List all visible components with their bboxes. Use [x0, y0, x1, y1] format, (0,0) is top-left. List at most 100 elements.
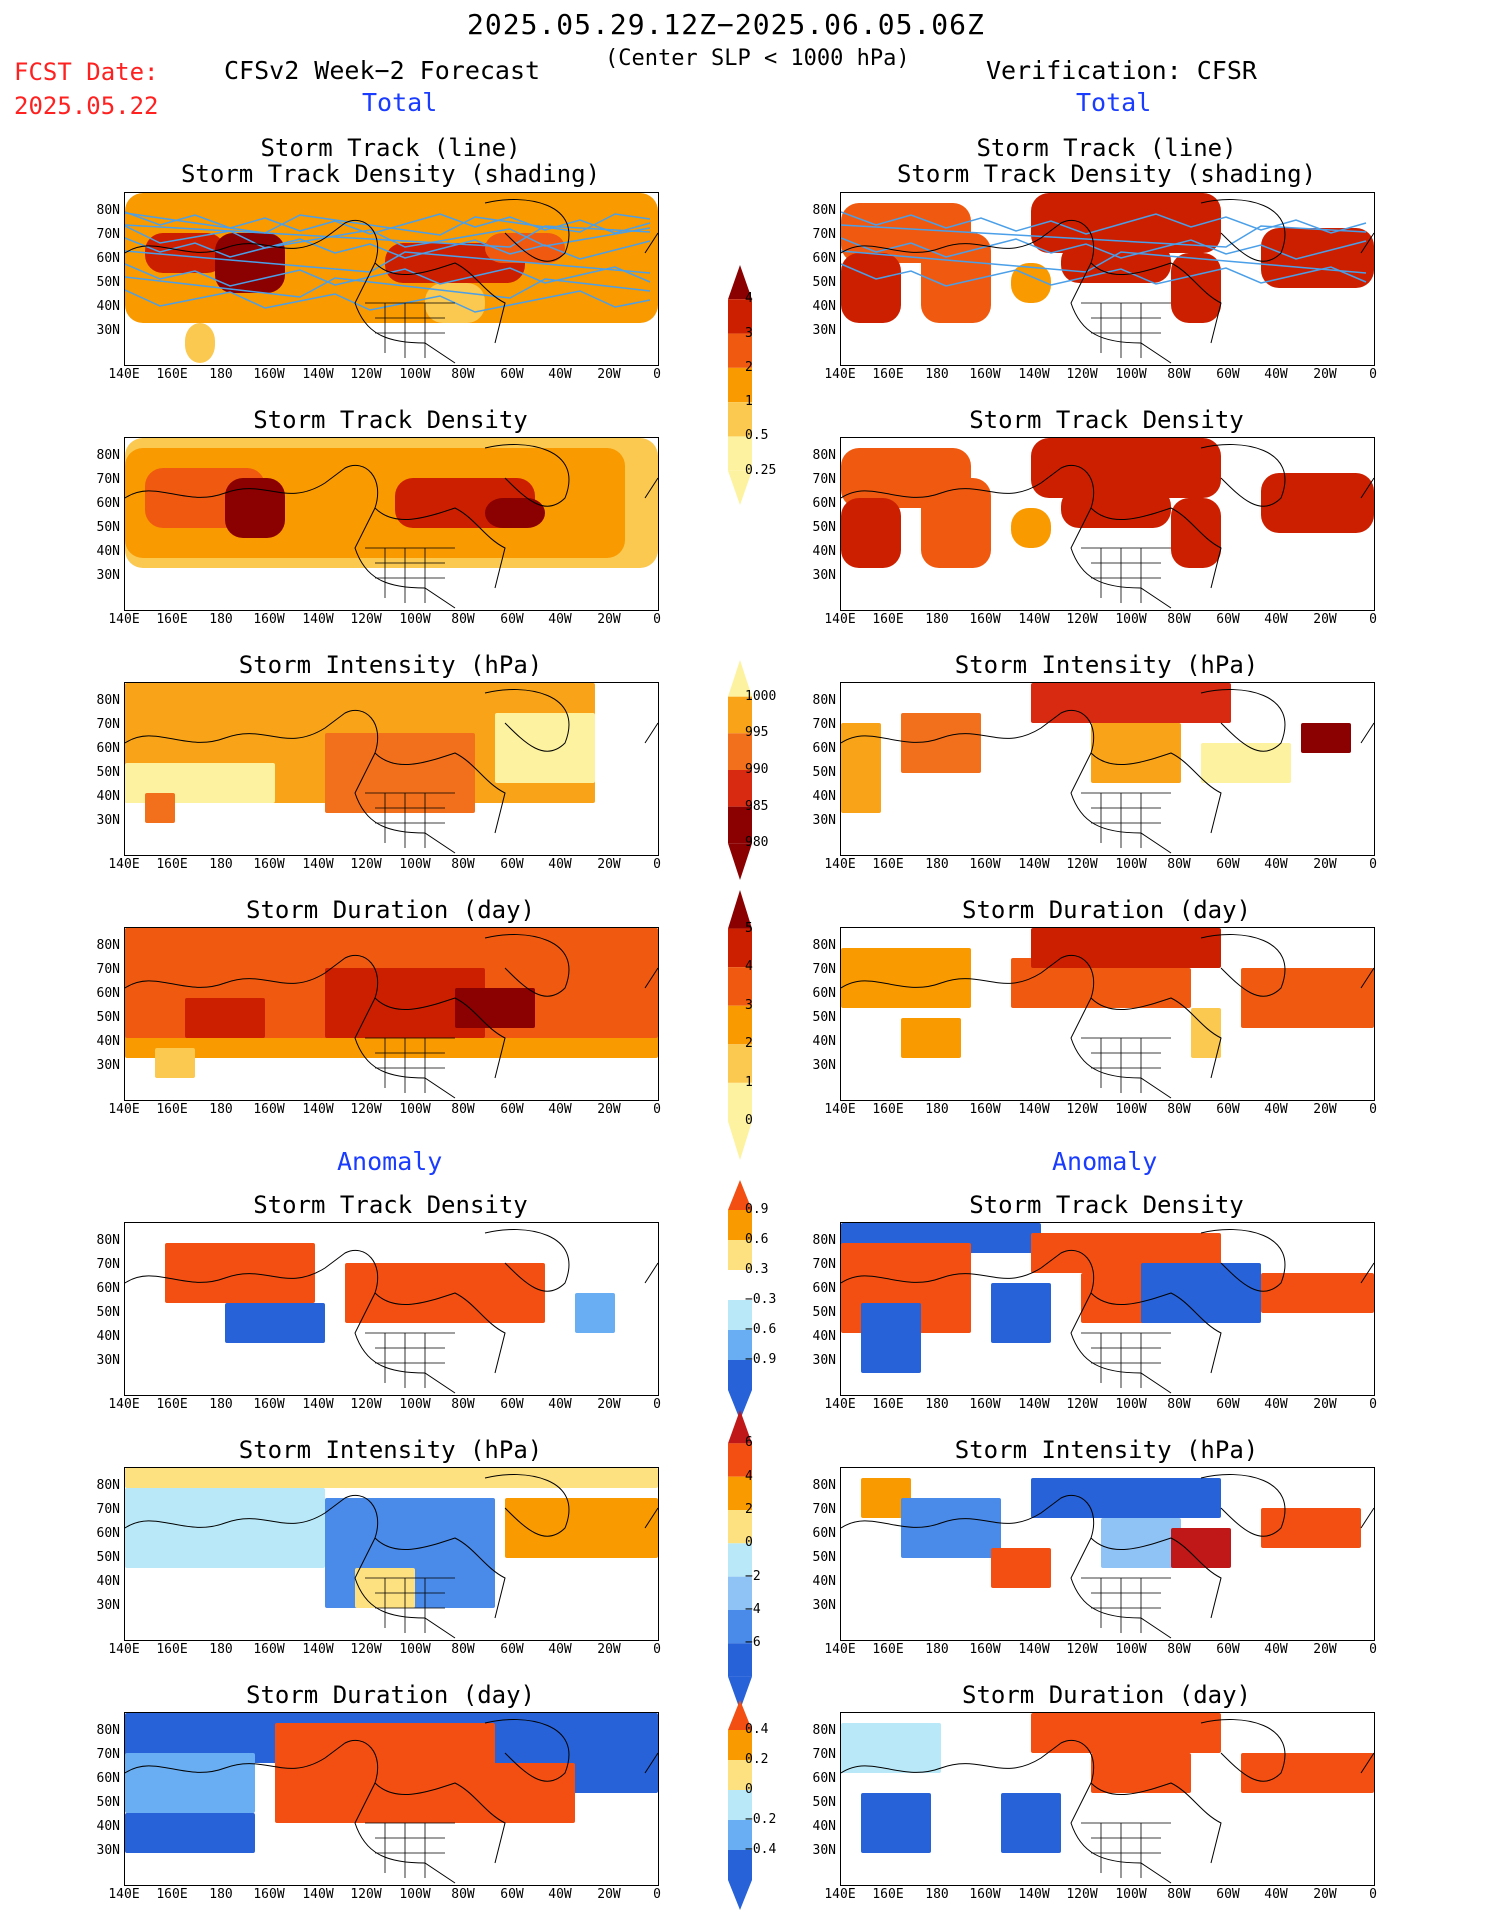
colorbar-segment [728, 299, 752, 334]
intensity_anom-colorbar-label: −2 [745, 1568, 761, 1584]
intensity_anom-colorbar-label: −6 [745, 1635, 761, 1651]
verification-title: Verification: CFSR [986, 56, 1257, 85]
intensity_anom-colorbar-label: −4 [745, 1602, 761, 1617]
duration_anom-colorbar-label: 0 [745, 1782, 753, 1797]
colorbar-segment [728, 1005, 752, 1045]
forecast-duration-title-1: Storm Duration (day) [246, 896, 535, 924]
shade-region [861, 1793, 931, 1853]
lon-tick: 140W [302, 857, 334, 872]
lat-tick: 80N [812, 938, 836, 953]
lat-tick: 70N [812, 472, 836, 487]
shade-region [125, 1753, 255, 1813]
forecast-density-title-1: Storm Track Density [253, 406, 528, 434]
lon-tick: 180 [925, 1397, 949, 1412]
lon-tick: 100W [1115, 1642, 1147, 1657]
intensity_anom-colorbar-label: 0 [745, 1535, 753, 1551]
shade-region [991, 1283, 1051, 1343]
shade-region [145, 233, 225, 273]
lon-tick: 60W [1216, 367, 1240, 382]
duration_anom-colorbar-label: 0.4 [745, 1722, 769, 1737]
lat-tick: 50N [812, 1305, 836, 1320]
shade-region [1091, 723, 1181, 783]
coastline [841, 444, 1374, 609]
duration-colorbar-label: 5 [745, 920, 753, 936]
lat-tick: 50N [812, 275, 836, 290]
lon-tick: 20W [597, 612, 621, 627]
condition-subtitle: (Center SLP < 1000 hPa) [605, 46, 910, 71]
lat-tick: 60N [96, 1281, 120, 1296]
colorbar-segment [728, 1510, 752, 1544]
lat-tick: 80N [96, 938, 120, 953]
verification-track-map [840, 192, 1375, 366]
lon-tick: 160W [969, 857, 1001, 872]
lon-tick: 140E [108, 857, 140, 872]
lat-tick: 40N [812, 299, 836, 314]
lon-tick: 20W [1313, 1642, 1337, 1657]
lon-tick: 120W [1066, 1642, 1098, 1657]
lon-tick: 140W [1018, 857, 1050, 872]
storm-track-line [125, 225, 651, 249]
state-borders [1081, 547, 1171, 603]
lon-tick: 0 [1369, 612, 1377, 627]
lon-tick: 80W [1167, 1642, 1191, 1657]
verification-duration_anom-svg [841, 1713, 1374, 1884]
lat-tick: 60N [96, 496, 120, 511]
lat-tick: 70N [96, 227, 120, 242]
density_anom-colorbar-label: 0.3 [745, 1262, 769, 1277]
lon-tick: 60W [1216, 1102, 1240, 1117]
shade-region [1061, 243, 1171, 283]
lat-tick: 80N [96, 1233, 120, 1248]
colorbar-segment [728, 733, 752, 770]
lon-tick: 80W [451, 1397, 475, 1412]
verification-duration-svg [841, 928, 1374, 1099]
colorbar-segment [728, 436, 752, 471]
shade-region [1261, 473, 1374, 533]
shade-region [1191, 1008, 1221, 1058]
lon-tick: 100W [399, 1102, 431, 1117]
lon-tick: 60W [1216, 1397, 1240, 1412]
lat-tick: 40N [96, 1819, 120, 1834]
coastline [841, 1229, 1374, 1394]
shade-region [901, 1498, 1001, 1558]
lon-tick: 0 [1369, 1642, 1377, 1657]
lon-tick: 20W [597, 367, 621, 382]
colorbar-segment [728, 1044, 752, 1083]
density-colorbar-label: 0.25 [745, 462, 777, 478]
lon-tick: 140W [302, 367, 334, 382]
shade-region [345, 1263, 545, 1323]
storm-track-line [841, 237, 1367, 260]
colorbar-segment [728, 928, 752, 968]
duration_anom-colorbar [728, 1700, 752, 1910]
lon-tick: 100W [1115, 857, 1147, 872]
shade-region [991, 1548, 1051, 1588]
shade-region [1241, 1753, 1374, 1793]
lon-tick: 80W [451, 857, 475, 872]
coastline [841, 934, 1374, 1099]
lon-tick: 140W [302, 1642, 334, 1657]
lat-tick: 60N [812, 741, 836, 756]
shade-region [841, 1723, 941, 1773]
verification-density_anom-title-1: Storm Track Density [969, 1191, 1244, 1219]
colorbar-segment [728, 806, 752, 844]
lon-tick: 60W [500, 1887, 524, 1902]
lon-tick: 0 [653, 367, 661, 382]
lon-tick: 80W [1167, 857, 1191, 872]
lon-tick: 0 [1369, 1397, 1377, 1412]
lat-tick: 60N [96, 986, 120, 1001]
lon-tick: 20W [1313, 367, 1337, 382]
lon-tick: 140W [1018, 1102, 1050, 1117]
lat-tick: 80N [812, 1478, 836, 1493]
state-borders [365, 792, 455, 848]
lon-tick: 80W [451, 367, 475, 382]
lat-tick: 80N [96, 693, 120, 708]
duration_anom-colorbar-label: −0.4 [745, 1842, 777, 1857]
lon-tick: 120W [350, 1887, 382, 1902]
lon-tick: 180 [925, 367, 949, 382]
shade-region [1261, 1273, 1374, 1313]
lon-tick: 140W [1018, 1887, 1050, 1902]
colorbar-segment [728, 696, 752, 734]
intensity-colorbar-label: 995 [745, 725, 769, 741]
verification-duration-map [840, 927, 1375, 1101]
shade-region [505, 1498, 658, 1558]
verification-density-map [840, 437, 1375, 611]
